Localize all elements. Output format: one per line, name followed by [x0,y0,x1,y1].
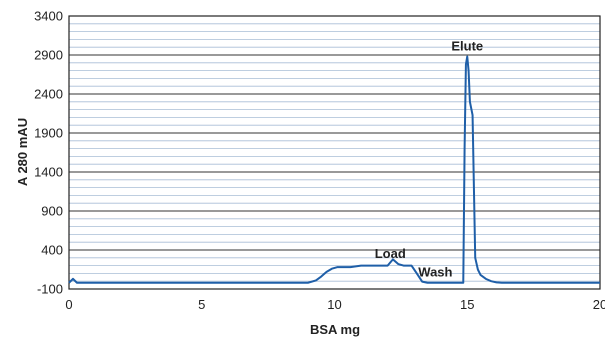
y-tick-label: 900 [41,204,63,219]
x-tick-label: 10 [327,297,341,312]
annotation-label: Load [375,246,406,261]
x-tick-label: 5 [198,297,205,312]
y-tick-label: 1900 [34,126,63,141]
annotation-label: Wash [418,265,452,280]
x-tick-label: 15 [460,297,474,312]
annotation-label: Elute [451,38,483,53]
grid-lines [69,16,600,289]
y-tick-label: 3400 [34,9,63,24]
y-tick-label: -100 [37,282,63,297]
x-axis-title: BSA mg [310,322,360,337]
tick-labels: 0 5 10 15 20 3400 2900 2400 1900 1400 900 400 -100 [34,9,605,313]
y-tick-label: 400 [41,243,63,258]
y-axis-title: A 280 mAU [15,118,30,186]
x-tick-label: 20 [593,297,605,312]
plot-frame [69,16,600,289]
y-tick-label: 2400 [34,87,63,102]
absorbance-trace [69,57,600,283]
x-tick-label: 0 [65,297,72,312]
y-tick-label: 2900 [34,48,63,63]
y-tick-label: 1400 [34,165,63,180]
annotations: Load Wash Elute [375,38,483,279]
